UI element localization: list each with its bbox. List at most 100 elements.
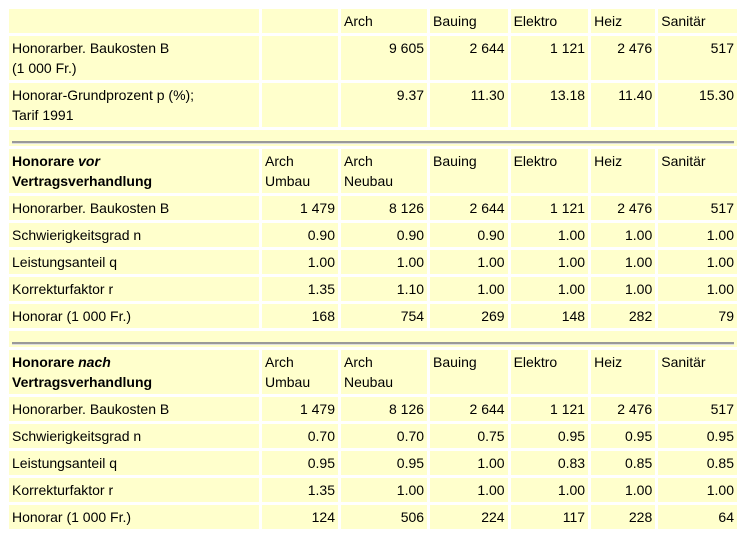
table-row: Leistungsanteil q 0.95 0.95 1.00 0.83 0.85 0.8… [9,451,737,475]
column-header: Arch Umbau [262,350,338,394]
column-header [9,9,259,33]
column-header: Elektro [510,149,589,193]
column-header: Elektro [510,9,589,33]
column-header: Bauing [430,9,508,33]
column-header: Arch [341,9,428,33]
table-cell: 1.00 [591,250,656,274]
separator [9,130,737,146]
column-header: Sanitär [658,350,737,394]
row-label: Honorarber. Baukosten B [9,196,259,220]
table-cell: 1.00 [341,250,428,274]
table-cell: 1.00 [658,478,737,502]
table-cell: 0.70 [262,424,338,448]
table-row: Leistungsanteil q 1.00 1.00 1.00 1.00 1.00 1.0… [9,250,737,274]
text: Arch [265,153,294,169]
column-header: Heiz [591,350,656,394]
table-cell: 2 644 [430,397,508,421]
separator-row [9,130,737,146]
table-cell: 269 [430,304,508,328]
table-row: Honorar (1 000 Fr.) 168 754 269 148 282 79 [9,304,737,328]
text: Heiz [594,354,623,370]
table-cell: 9 605 [341,36,428,80]
table-cell: 228 [591,505,656,529]
table-cell: 1.00 [430,451,508,475]
table-cell: 517 [658,36,737,80]
divider [12,342,734,345]
table-cell: 1 479 [262,397,338,421]
row-label: Honorar-Grundprozent p (%); Tarif 1991 [9,83,259,127]
table-cell: 11.30 [430,83,508,127]
table-cell: 168 [262,304,338,328]
table-cell: 124 [262,505,338,529]
column-header: Sanitär [658,149,737,193]
column-header: Elektro [510,350,589,394]
table-cell: 1.00 [510,223,589,247]
table-cell: 0.85 [658,451,737,475]
row-label: Honorarber. Baukosten B [9,397,259,421]
table-cell: 79 [658,304,737,328]
text: Sanitär [661,354,706,370]
table-cell: 224 [430,505,508,529]
table-cell: 1.00 [510,250,589,274]
table-cell: 1.00 [510,478,589,502]
separator-row [9,331,737,347]
row-label: Honorar (1 000 Fr.) [9,505,259,529]
divider [12,141,734,144]
column-header: Arch Umbau [262,149,338,193]
table-row: Korrekturfaktor r 1.35 1.10 1.00 1.00 1.00 1.0… [9,277,737,301]
table-cell: 1 479 [262,196,338,220]
table-cell: 0.90 [430,223,508,247]
table-cell [262,36,338,80]
row-label: Schwierigkeitsgrad n [9,223,259,247]
table-cell: 1.35 [262,478,338,502]
table-cell: 1.00 [658,223,737,247]
column-header [262,9,338,33]
text: Elektro [513,153,558,169]
table-cell: 64 [658,505,737,529]
table-cell: 117 [510,505,589,529]
text: Elektro [513,354,558,370]
table-cell: 0.95 [341,451,428,475]
table-row: Schwierigkeitsgrad n 0.70 0.70 0.75 0.95 0.95… [9,424,737,448]
table-cell: 0.95 [658,424,737,448]
text: nach [78,354,111,370]
table-cell: 0.95 [510,424,589,448]
table-row: Schwierigkeitsgrad n 0.90 0.90 0.90 1.00 1.00… [9,223,737,247]
table-cell: 1.00 [430,277,508,301]
table-cell: 1 121 [510,397,589,421]
row-label: Korrekturfaktor r [9,277,259,301]
table-cell: 2 476 [591,397,656,421]
row-label: Korrekturfaktor r [9,478,259,502]
table-cell: 1 121 [510,196,589,220]
header-row: Arch Bauing Elektro Heiz Sanitär [9,9,737,33]
table-row: Korrekturfaktor r 1.35 1.00 1.00 1.00 1.00 1.0… [9,478,737,502]
column-header: Bauing [430,149,508,193]
section-title: Honorare nach Vertragsverhandlung [9,350,259,394]
text: Honorar-Grundprozent p (%); [12,87,195,103]
table-cell: 0.95 [591,424,656,448]
table-cell: 2 644 [430,196,508,220]
table-cell: 517 [658,196,737,220]
table-cell: 282 [591,304,656,328]
text: Neubau [344,173,394,189]
table-cell: 754 [341,304,428,328]
table-row: Honorar (1 000 Fr.) 124 506 224 117 228 64 [9,505,737,529]
text: Umbau [265,374,311,390]
text: Umbau [265,173,311,189]
table-cell: 2 476 [591,36,656,80]
row-label: Honorar (1 000 Fr.) [9,304,259,328]
table-cell: 0.90 [341,223,428,247]
text: Bauing [433,153,477,169]
section-header-row: Honorare nach Vertragsverhandlung Arch Umba… [9,350,737,394]
table-cell: 0.95 [262,451,338,475]
table-cell: 8 126 [341,196,428,220]
separator [9,331,737,347]
table-cell: 0.83 [510,451,589,475]
table-cell: 1.35 [262,277,338,301]
table-cell: 11.40 [591,83,656,127]
table-cell: 1.00 [430,478,508,502]
table-cell: 2 644 [430,36,508,80]
table-cell: 148 [510,304,589,328]
